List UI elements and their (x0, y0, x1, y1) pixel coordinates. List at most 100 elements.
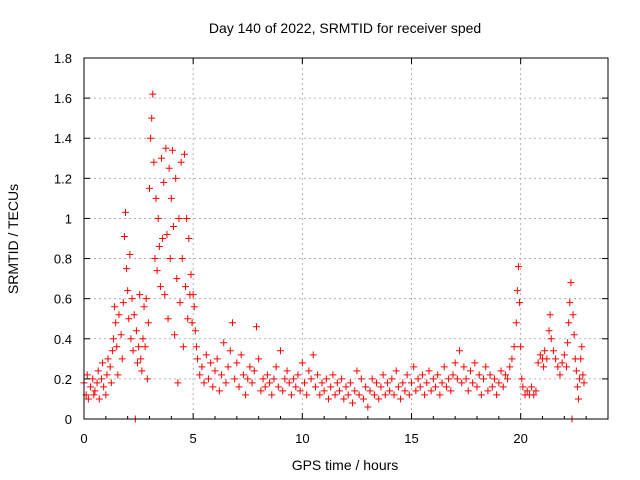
data-point (283, 367, 291, 375)
data-point (506, 363, 514, 371)
data-point (222, 379, 230, 387)
data-point (196, 371, 204, 379)
data-point (294, 371, 302, 379)
data-points (80, 90, 588, 423)
data-point (447, 387, 455, 395)
data-point (112, 319, 120, 327)
data-point (353, 367, 361, 375)
data-point (528, 383, 536, 391)
axis-ticks (83, 57, 609, 420)
data-point (497, 367, 505, 375)
data-point (161, 291, 169, 299)
data-point (177, 158, 185, 166)
data-point (121, 208, 129, 216)
data-point (580, 379, 588, 387)
y-tick-label: 1.4 (54, 131, 72, 146)
data-point (142, 295, 150, 303)
data-point (416, 383, 424, 391)
y-tick-label: 0 (65, 412, 72, 427)
data-point (202, 351, 210, 359)
data-point (560, 351, 568, 359)
data-point (536, 351, 544, 359)
data-point (292, 383, 300, 391)
data-point (546, 311, 554, 319)
data-point (558, 359, 566, 367)
data-point (147, 134, 155, 142)
data-point (235, 383, 243, 391)
data-point (102, 391, 110, 399)
data-point (333, 379, 341, 387)
data-point (573, 383, 581, 391)
data-point (259, 375, 267, 383)
data-point (163, 230, 171, 238)
data-point (115, 311, 123, 319)
data-point (316, 391, 324, 399)
data-point (165, 164, 173, 172)
data-point (298, 359, 306, 367)
data-point (113, 343, 121, 351)
data-point (107, 379, 115, 387)
data-point (477, 391, 485, 399)
data-point (151, 255, 159, 263)
data-point (322, 375, 330, 383)
data-point (156, 283, 164, 291)
data-point (563, 363, 571, 371)
data-point (159, 235, 167, 242)
y-tick-label: 0.4 (54, 332, 72, 347)
data-point (473, 383, 481, 391)
data-point (440, 363, 448, 371)
data-point (178, 255, 186, 263)
data-point (135, 343, 143, 351)
data-point (357, 375, 365, 383)
data-point (250, 367, 258, 375)
data-point (158, 154, 166, 162)
data-point (228, 319, 236, 327)
data-point (578, 343, 586, 351)
data-point (164, 315, 172, 323)
data-point (125, 315, 133, 323)
data-point (392, 367, 400, 375)
data-point (138, 367, 146, 375)
data-point (540, 363, 548, 371)
data-point (97, 375, 105, 383)
data-point (117, 331, 125, 339)
data-point (460, 363, 468, 371)
data-point (394, 383, 402, 391)
data-point (418, 371, 426, 379)
data-point (456, 347, 464, 355)
data-point (220, 339, 228, 347)
data-point (224, 363, 232, 371)
data-point (160, 178, 168, 186)
data-point (564, 339, 572, 347)
data-point (255, 355, 263, 363)
data-point (462, 375, 470, 383)
data-point (100, 383, 108, 391)
data-point (541, 347, 549, 355)
data-point (109, 335, 117, 343)
data-point (137, 355, 145, 363)
data-point (484, 387, 492, 395)
data-point (127, 335, 135, 343)
data-point (501, 371, 509, 379)
data-point (342, 383, 350, 391)
data-point (340, 395, 348, 403)
data-point (325, 395, 333, 403)
data-point (187, 271, 195, 279)
data-point (233, 359, 241, 367)
data-point (513, 287, 521, 295)
data-point (119, 299, 127, 307)
data-point (554, 363, 562, 371)
data-point (445, 375, 453, 383)
data-point (179, 343, 187, 351)
data-point (155, 243, 163, 251)
y-tick-label: 1.2 (54, 171, 72, 186)
data-point (261, 383, 269, 391)
data-point (124, 287, 132, 295)
data-point (290, 375, 298, 383)
data-point (495, 379, 503, 387)
data-point (397, 395, 405, 403)
data-point (168, 146, 176, 154)
data-point (516, 299, 524, 307)
data-point (274, 383, 282, 391)
data-point (89, 375, 97, 383)
